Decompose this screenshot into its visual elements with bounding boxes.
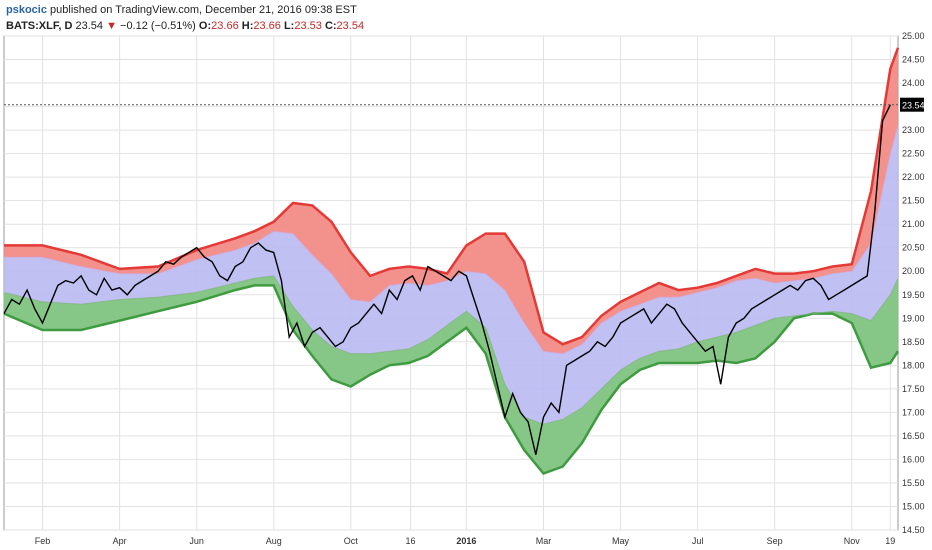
price-change: −0.12 (−0.51%): [120, 20, 196, 32]
author-link[interactable]: pskocic: [6, 4, 47, 16]
open-value: 23.66: [211, 20, 239, 32]
y-tick-label: 15.00: [902, 501, 925, 511]
y-tick-label: 22.50: [902, 149, 925, 159]
high-value: 23.66: [253, 20, 281, 32]
y-tick-label: 18.00: [902, 360, 925, 370]
ohlc-line: BATS:XLF, D 23.54 ▼ −0.12 (−0.51%) O:23.…: [6, 18, 606, 34]
y-tick-label: 16.50: [902, 431, 925, 441]
high-label: H:: [241, 20, 254, 32]
price-line: [3, 104, 891, 455]
close-label: C:: [324, 20, 337, 32]
upper-band-line: [4, 47, 900, 346]
last-price-tag-label: 23.54: [902, 101, 925, 111]
y-tick-label: 14.50: [902, 525, 925, 535]
x-tick-label: Apr: [113, 536, 127, 546]
y-tick-label: 19.00: [902, 313, 925, 323]
y-tick-label: 21.50: [902, 196, 925, 206]
x-tick-label: Mar: [536, 536, 552, 546]
last-price-tag: [900, 97, 924, 112]
x-tick-label: 16: [406, 536, 416, 546]
y-tick-label: 24.00: [902, 78, 925, 88]
y-tick-label: 24.50: [902, 55, 925, 65]
x-tick-label: Aug: [266, 536, 282, 546]
y-tick-label: 17.00: [902, 407, 925, 417]
y-tick-label: 15.50: [902, 478, 925, 488]
down-arrow-icon: ▼: [106, 20, 117, 32]
y-tick-label: 20.00: [902, 266, 925, 276]
y-tick-label: 20.50: [902, 243, 925, 253]
low-value: 23.53: [294, 20, 322, 32]
upper-inner-line: [4, 125, 899, 355]
middle-band-fill: [4, 125, 898, 425]
x-tick-label: Oct: [344, 536, 359, 546]
y-tick-label: 25.00: [902, 31, 925, 41]
y-tick-label: 16.00: [902, 454, 925, 464]
open-label: O:: [198, 20, 212, 32]
x-tick-label: May: [612, 536, 630, 546]
close-value: 23.54: [336, 20, 365, 32]
x-tick-label: Jun: [189, 536, 204, 546]
x-tick-label: Sep: [767, 536, 783, 546]
y-tick-label: 19.50: [902, 290, 925, 300]
lower-inner-line: [3, 275, 899, 425]
x-tick-label: Jul: [692, 536, 704, 546]
low-label: L:: [283, 20, 295, 32]
last-price: 23.54: [75, 20, 103, 32]
published-text: published on TradingView.com, December 2…: [50, 4, 357, 16]
y-tick-label: 18.50: [902, 337, 925, 347]
publish-line: pskocic published on TradingView.com, De…: [6, 2, 606, 18]
y-tick-label: 22.00: [902, 172, 925, 182]
x-tick-label: Feb: [35, 536, 51, 546]
lower-band-line: [3, 284, 900, 475]
x-tick-label: Nov: [844, 536, 861, 546]
chart-header: pskocic published on TradingView.com, De…: [6, 2, 606, 34]
x-tick-label: 2016: [456, 536, 476, 546]
y-tick-label: 17.50: [902, 384, 925, 394]
y-tick-label: 23.00: [902, 125, 925, 135]
x-tick-label: 19: [885, 536, 895, 546]
symbol-label: BATS:XLF, D: [6, 20, 73, 32]
y-tick-label: 21.00: [902, 219, 925, 229]
